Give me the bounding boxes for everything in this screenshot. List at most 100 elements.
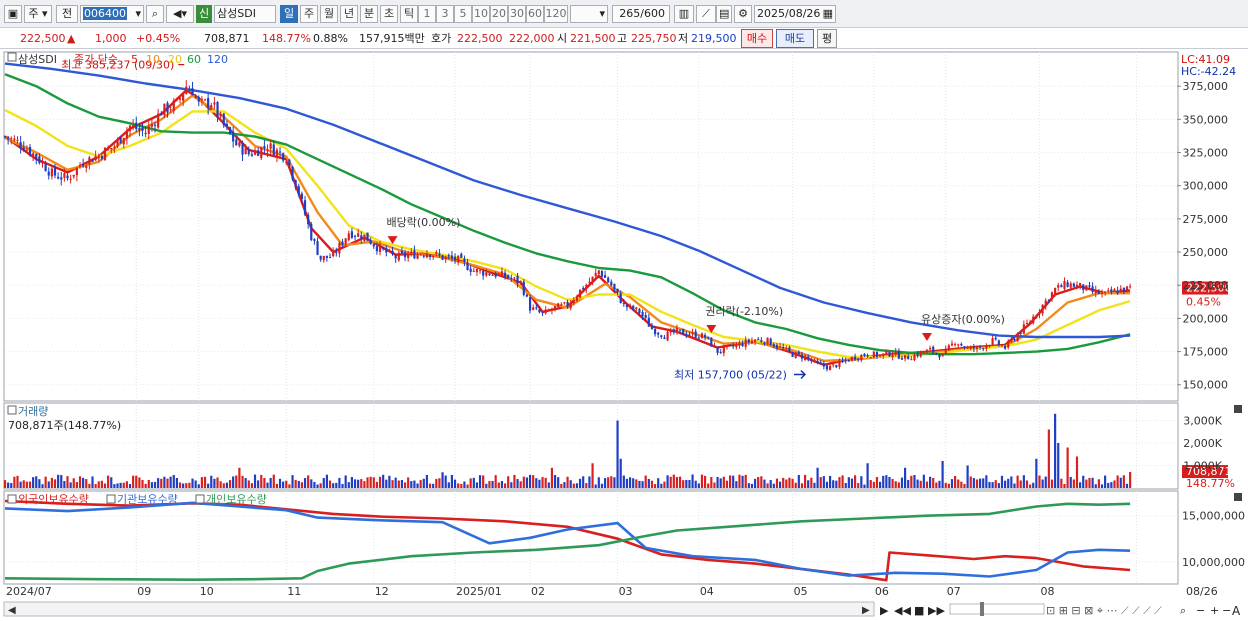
zoom-slider-handle[interactable] <box>980 602 984 616</box>
stock-chart[interactable]: 최고 385,237 (09/30) 배당락(0.00%) 권리락(-2.10%) 유… <box>0 49 1248 621</box>
step-forward-icon[interactable]: ▶ <box>880 604 889 617</box>
candle-body <box>666 331 669 341</box>
market-type-select[interactable]: 주 ▾ <box>24 5 52 23</box>
save-icon[interactable]: ▤ <box>716 5 732 23</box>
volume-bar <box>1125 483 1129 488</box>
volume-panel-close-icon[interactable] <box>1234 405 1242 413</box>
zoom-out-icon[interactable]: − <box>1196 604 1205 617</box>
volume-bar <box>572 483 575 488</box>
candle-body <box>63 173 66 178</box>
candle-body <box>1054 288 1057 294</box>
tool-icons-strip[interactable]: ⊡ ⊞ ⊟ ⊠ ⌖ ⋯ ⟋ ⟋ ⟋ ⟋ <box>1046 604 1162 617</box>
volume-bar <box>819 477 822 488</box>
candle-body <box>678 329 682 331</box>
candle-body <box>613 283 616 290</box>
rewind-icon[interactable]: ◀◀ <box>894 604 911 617</box>
candle-body <box>894 351 897 355</box>
date-field[interactable]: 2025/08/26 ▦ <box>754 5 836 23</box>
volume-bar <box>500 480 504 488</box>
volume-bar <box>372 477 375 488</box>
price-info-bar: 222,500 ▲ 1,000 +0.45% 708,871 148.77% 0… <box>0 28 1248 49</box>
interval-3[interactable]: 3 <box>436 5 454 23</box>
candle-body <box>519 281 522 283</box>
font-size-icon[interactable]: A <box>1232 604 1241 618</box>
candle-body <box>166 102 169 113</box>
volume-bar <box>272 474 275 488</box>
period-minute-tab[interactable]: 분 <box>360 5 378 23</box>
volume-bar <box>213 478 216 488</box>
interval-20[interactable]: 20 <box>490 5 508 23</box>
event-marker-icon <box>921 332 932 341</box>
period-daily-tab[interactable]: 일 <box>280 5 298 23</box>
volume-bar <box>857 483 860 488</box>
volume-bar <box>1010 476 1013 488</box>
stock-code-input[interactable]: 006400 ▾ <box>80 5 144 23</box>
data-count-field[interactable]: 265/600 <box>612 5 670 23</box>
scroll-right-icon[interactable]: ▶ <box>862 605 870 616</box>
interval-60[interactable]: 60 <box>526 5 544 23</box>
candle-body <box>628 304 632 306</box>
buy-button[interactable]: 매수 <box>741 29 773 48</box>
volume-bar <box>657 478 660 488</box>
volume-bar <box>838 477 841 488</box>
legend-institution: 기관보유수량 <box>117 493 178 506</box>
volume-bar <box>335 482 338 488</box>
volume-bar <box>1113 480 1116 488</box>
scroll-left-icon[interactable]: ◀ <box>8 605 16 616</box>
candle-body <box>760 340 763 342</box>
legend-institution-checkbox[interactable] <box>106 494 116 504</box>
interval-5[interactable]: 5 <box>454 5 472 23</box>
stop-icon[interactable]: ■ <box>914 604 924 617</box>
market-selector[interactable]: 전 <box>56 5 78 23</box>
candle-body <box>178 97 182 100</box>
volume-bar <box>816 467 819 488</box>
zoom-search-icon[interactable]: ⌕ <box>1180 604 1186 617</box>
search-icon[interactable]: ⌕ <box>146 5 164 23</box>
interval-custom-select[interactable]: ▾ <box>570 5 608 23</box>
volume-bar <box>763 479 766 488</box>
legend-individual-checkbox[interactable] <box>195 494 205 504</box>
volume-bar <box>894 481 897 488</box>
interval-120[interactable]: 120 <box>544 5 568 23</box>
draw-tool-icon[interactable]: ⟋ <box>696 5 716 23</box>
candle-body <box>991 338 994 345</box>
candle-body <box>872 351 875 358</box>
minus-icon[interactable]: − <box>1222 604 1231 617</box>
speaker-icon[interactable]: ◀▾ <box>166 5 194 23</box>
fast-forward-icon[interactable]: ▶▶ <box>928 604 945 617</box>
chart-type-icon[interactable]: ▥ <box>674 5 694 23</box>
volume-bar <box>225 482 228 488</box>
period-second-tab[interactable]: 초 <box>380 5 398 23</box>
stock-name-field[interactable]: 삼성SDI <box>214 5 276 23</box>
calendar-icon[interactable]: ▦ <box>822 7 833 20</box>
period-tick-tab[interactable]: 틱 <box>400 5 418 23</box>
settings-gear-icon[interactable]: ⚙ <box>734 5 752 23</box>
period-monthly-tab[interactable]: 월 <box>320 5 338 23</box>
interval-30[interactable]: 30 <box>508 5 526 23</box>
period-yearly-tab[interactable]: 년 <box>340 5 358 23</box>
last-price-pct: 0.45% <box>1186 296 1221 309</box>
legend-checkbox[interactable] <box>7 52 17 62</box>
eval-button[interactable]: 평 <box>817 29 837 48</box>
sell-button[interactable]: 매도 <box>776 29 814 48</box>
volume-bar <box>407 477 410 488</box>
volume-bar <box>1088 477 1091 488</box>
window-menu-icon[interactable]: ▣ <box>4 5 22 23</box>
volume-legend-checkbox[interactable] <box>7 405 17 415</box>
zoom-slider[interactable] <box>949 603 1045 615</box>
volume-bar <box>616 420 619 488</box>
volume-bar <box>669 476 672 488</box>
candle-body <box>38 156 41 164</box>
candle-body <box>910 359 913 361</box>
interval-1[interactable]: 1 <box>418 5 436 23</box>
interval-10[interactable]: 10 <box>472 5 490 23</box>
horizontal-scrollbar[interactable] <box>3 601 875 617</box>
holdings-panel-close-icon[interactable] <box>1234 493 1242 501</box>
price-panel-frame <box>3 51 1179 402</box>
period-weekly-tab[interactable]: 주 <box>300 5 318 23</box>
zoom-in-icon[interactable]: + <box>1210 604 1219 617</box>
candle-body <box>919 351 922 357</box>
legend-foreign-checkbox[interactable] <box>7 494 17 504</box>
price-tick-label: 300,000 <box>1183 180 1229 193</box>
volume-bar <box>238 467 241 488</box>
